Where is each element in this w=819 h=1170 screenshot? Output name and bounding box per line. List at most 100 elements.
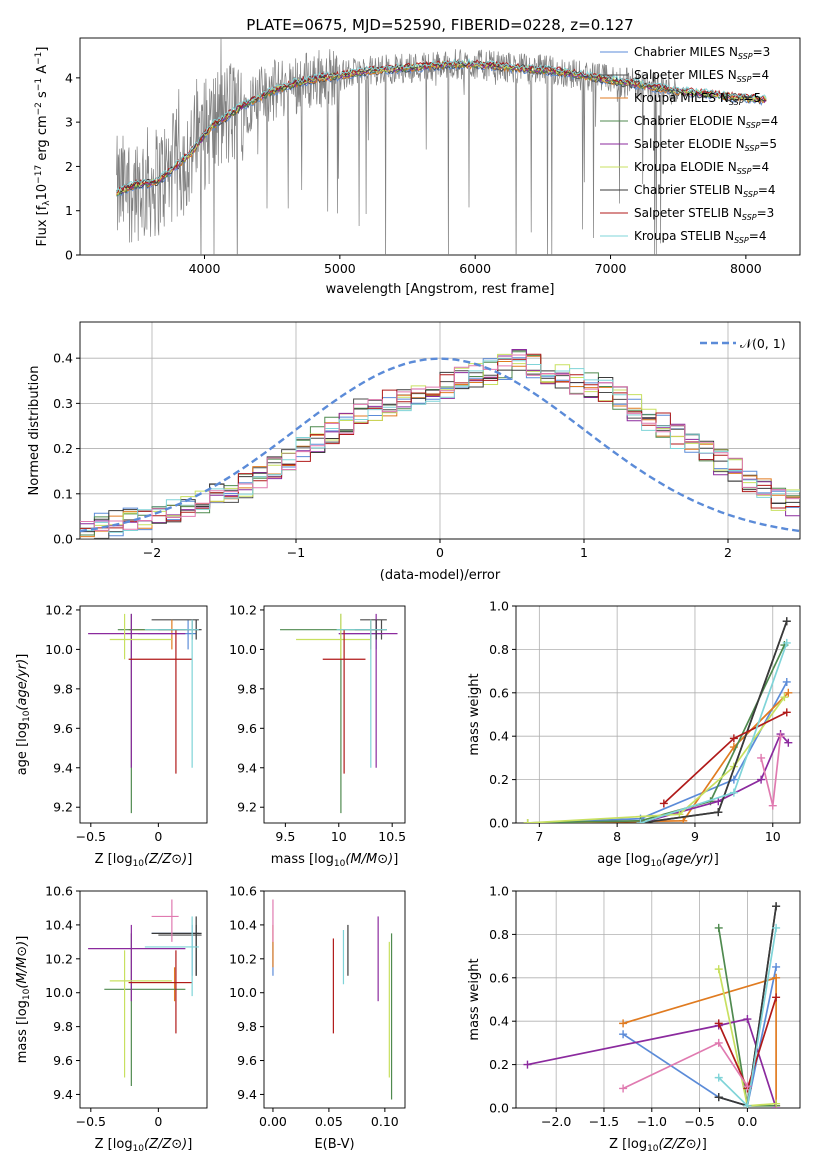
weight-marker — [714, 1019, 723, 1028]
axes-frame — [515, 605, 801, 824]
x-tick-label: 1 — [580, 545, 588, 560]
weight-line — [527, 1017, 777, 1108]
weight_vs_Z-panel: −2.0 −1.5 −1.0 −0.5 0.0 0.0 0.2 0.4 0.6 0.8 1.0 mas… — [467, 884, 801, 1154]
weight-marker — [776, 732, 785, 741]
x-axis-label: wavelength [Angstrom, rest frame] — [326, 282, 555, 297]
y-tick-label: 0.4 — [489, 1014, 509, 1029]
y-tick-label: 9.8 — [53, 681, 73, 696]
x-tick-label: 10.5 — [378, 829, 406, 844]
weight-marker — [729, 734, 738, 743]
y-tick-label: 9.4 — [53, 760, 73, 775]
y-tick-label: 10.6 — [45, 884, 73, 899]
x-tick-label: 0.0 — [737, 1114, 757, 1129]
y-tick-label: 10.6 — [229, 884, 257, 899]
y-tick-label: 1.0 — [489, 599, 509, 614]
legend-entry: Salpeter STELIB NSSP=3 — [634, 206, 774, 222]
x-tick-label: −1.5 — [589, 1114, 619, 1129]
y-tick-label: 9.6 — [237, 1053, 257, 1068]
x-tick-label: 8 — [613, 829, 621, 844]
x-tick-label: 0.00 — [259, 1114, 287, 1129]
weight-marker — [772, 923, 781, 932]
x-tick-label: −0.5 — [76, 1114, 106, 1129]
weight-marker — [523, 819, 532, 823]
y-tick-label: 9.4 — [237, 760, 257, 775]
y-tick-label: 0.4 — [489, 729, 509, 744]
y-tick-label: 9.6 — [53, 1053, 73, 1068]
y-tick-label: 0.6 — [489, 685, 509, 700]
weight-marker — [772, 1099, 781, 1108]
x-tick-label: −2.0 — [541, 1114, 571, 1129]
y-tick-label: 10.0 — [45, 985, 73, 1000]
model-spectrum — [116, 58, 767, 193]
weight-marker — [772, 902, 781, 911]
x-tick-label: −2 — [143, 545, 161, 560]
figure-title: PLATE=0675, MJD=52590, FIBERID=0228, z=0… — [246, 16, 633, 34]
y-tick-label: 10.2 — [229, 602, 257, 617]
axes-frame — [263, 890, 406, 1109]
weight-marker — [729, 775, 738, 784]
y-tick-label: 4 — [65, 70, 73, 85]
x-tick-label: 7000 — [595, 261, 627, 276]
y-tick-label: 9.2 — [237, 800, 257, 815]
x-tick-label: 10 — [331, 829, 347, 844]
x-axis-label: mass [log10(M/M⊙)] — [271, 852, 399, 869]
y-tick-label: 9.8 — [53, 1019, 73, 1034]
model-spectrum — [116, 62, 767, 197]
weight-marker — [523, 1060, 532, 1069]
y-tick-label: 0.2 — [489, 1057, 509, 1072]
y-axis-label: mass weight — [467, 958, 482, 1040]
x-tick-label: −0.5 — [684, 1114, 714, 1129]
legend-entry: Kroupa STELIB NSSP=4 — [634, 229, 766, 245]
x-tick-label: 8000 — [730, 261, 762, 276]
weight-marker — [768, 801, 777, 810]
y-tick-label: 0.8 — [489, 642, 509, 657]
y-tick-label: 0.0 — [489, 816, 509, 831]
weight-marker — [782, 677, 791, 686]
y-tick-label: 0.0 — [489, 1101, 509, 1116]
x-tick-label: −1 — [287, 545, 305, 560]
x-tick-label: 9 — [691, 829, 699, 844]
y-tick-label: 9.4 — [237, 1087, 257, 1102]
weight-marker — [743, 1015, 752, 1024]
residuals-panel: −2 −1 0 1 2 0.0 0.1 0.2 0.3 0.4 𝒩(0, 1) Normed dist… — [27, 321, 801, 583]
y-tick-label: 0.6 — [489, 970, 509, 985]
y-tick-label: 0.0 — [53, 532, 73, 547]
weight-marker — [757, 753, 766, 762]
y-tick-label: 10.0 — [229, 642, 257, 657]
axes-frame — [79, 890, 208, 1109]
y-tick-label: 0.1 — [53, 486, 73, 501]
legend-entry: Kroupa ELODIE NSSP=4 — [634, 160, 769, 176]
y-tick-label: 10.4 — [229, 917, 257, 932]
y-axis-label: age [log10(age/yr)] — [15, 654, 32, 776]
legend-entry: Salpeter ELODIE NSSP=5 — [634, 137, 777, 153]
weight-marker — [714, 1093, 723, 1102]
weight-marker — [772, 993, 781, 1002]
x-tick-label: 6000 — [459, 261, 491, 276]
weight-marker — [619, 1019, 628, 1028]
weight-marker — [714, 965, 723, 974]
x-tick-label: 7 — [535, 829, 543, 844]
x-tick-label: 10 — [765, 829, 781, 844]
legend-entry: Chabrier ELODIE NSSP=4 — [634, 114, 778, 130]
weight-marker — [784, 738, 793, 747]
y-tick-label: 9.4 — [53, 1087, 73, 1102]
y-tick-label: 10.2 — [45, 602, 73, 617]
x-axis-label: Z [log10(Z/Z⊙)] — [95, 1137, 193, 1154]
weight-marker — [782, 638, 791, 647]
weight-marker — [714, 808, 723, 817]
x-axis-label: E(B-V) — [314, 1137, 354, 1152]
weight-marker — [679, 816, 688, 823]
y-tick-label: 0.2 — [53, 441, 73, 456]
x-axis-label: age [log10(age/yr)] — [597, 852, 719, 869]
y-tick-label: 2 — [65, 159, 73, 174]
weight-marker — [714, 1038, 723, 1047]
weight-marker — [743, 1101, 752, 1108]
normal-curve — [80, 357, 800, 533]
observed-spectrum — [116, 38, 679, 255]
x-tick-label: −0.5 — [76, 829, 106, 844]
legend-entry: Kroupa MILES NSSP=5 — [634, 91, 761, 107]
x-tick-label: 0.05 — [315, 1114, 343, 1129]
x-tick-label: 0.10 — [371, 1114, 399, 1129]
legend-entry: Chabrier STELIB NSSP=4 — [634, 183, 776, 199]
